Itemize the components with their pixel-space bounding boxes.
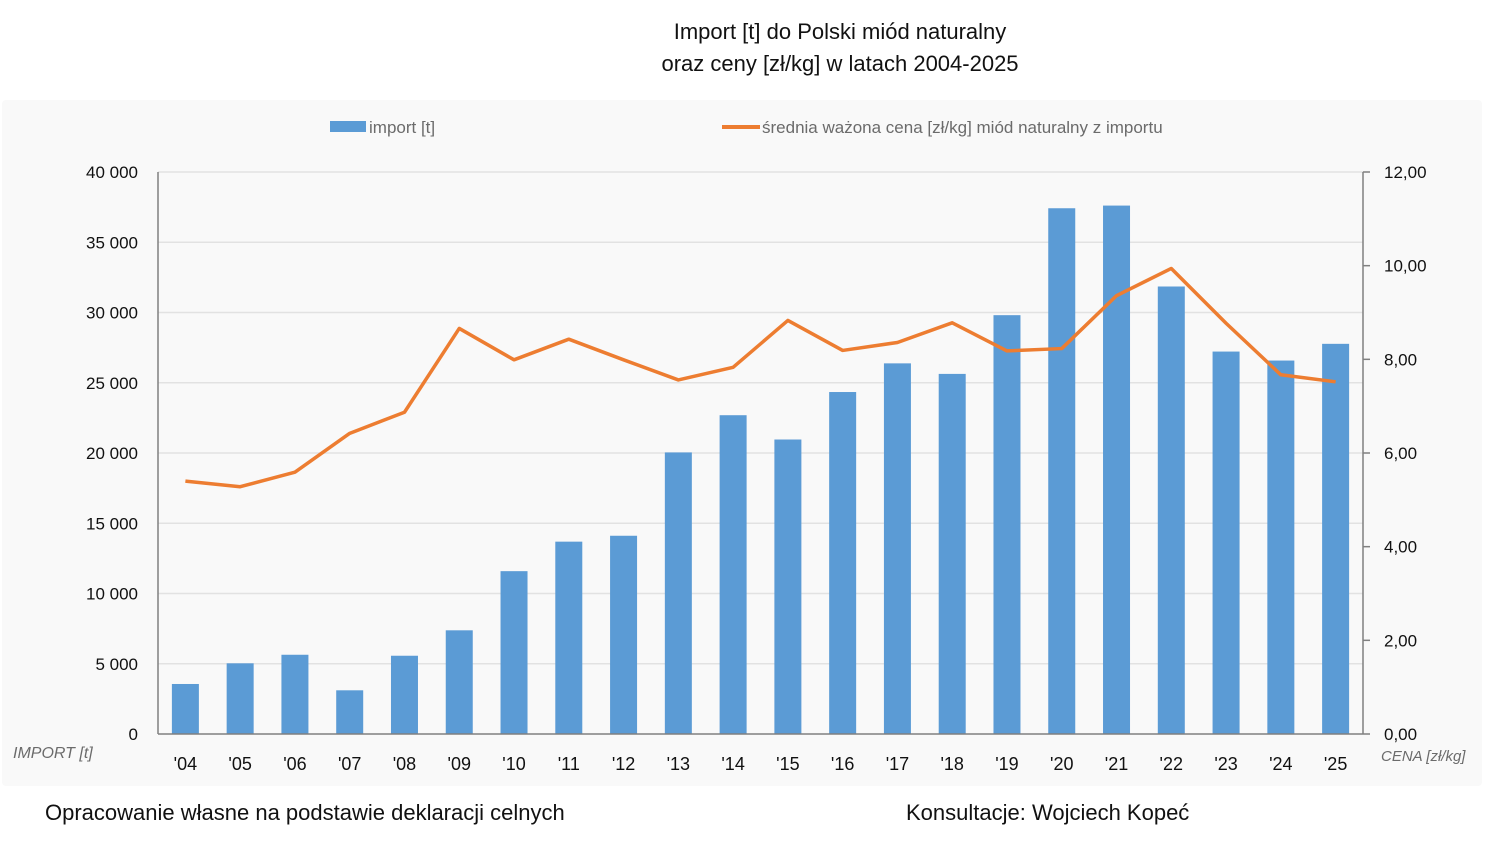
- x-axis-tick-label: '10: [502, 754, 525, 774]
- bar-import: [664, 452, 692, 734]
- legend-label-price: średnia ważona cena [zł/kg] miód natural…: [762, 118, 1163, 137]
- legend-item-import: import [t]: [330, 118, 435, 138]
- left-axis-title: IMPORT [t]: [13, 745, 93, 762]
- line-series: [185, 266, 1336, 489]
- left-axis-tick-labels: 0 5 000 10 000 15 000 20 000 25 000 30 000 35 0…: [86, 163, 138, 744]
- left-axis-tick-label: 20 000: [86, 444, 138, 463]
- x-axis-tick-label: '16: [831, 754, 854, 774]
- right-axis-tick-label: 8,00: [1384, 350, 1417, 369]
- left-axis-tick-label: 25 000: [86, 374, 138, 393]
- footer-consultation: Konsultacje: Wojciech Kopeć: [906, 800, 1190, 825]
- left-axis-tick-label: 40 000: [86, 163, 138, 182]
- bar-import: [336, 690, 364, 734]
- x-axis-tick-labels: '04 '05 '06 '07 '08 '09 '10 '11 '12 '13 '14 '15 '16 '…: [174, 754, 1348, 774]
- x-axis-tick-label: '13: [667, 754, 690, 774]
- bar-import: [719, 415, 747, 734]
- right-axis-title: CENA [zł/kg]: [1381, 748, 1466, 765]
- bar-import: [445, 630, 473, 734]
- left-axis-tick-label: 10 000: [86, 585, 138, 604]
- x-axis-tick-label: '07: [338, 754, 361, 774]
- bar-import: [829, 392, 857, 734]
- bar-import: [883, 363, 911, 734]
- legend-bar-swatch: [330, 121, 366, 133]
- left-axis-tick-label: 35 000: [86, 233, 138, 252]
- legend-label-import: import [t]: [369, 118, 436, 137]
- x-axis-tick-label: '14: [721, 754, 744, 774]
- legend-line-swatch: [722, 124, 760, 129]
- chart-title: Import [t] do Polski miód naturalny: [673, 19, 1007, 44]
- right-axis-tick-label: 12,00: [1384, 163, 1427, 182]
- left-axis-tick-label: 15 000: [86, 514, 138, 533]
- x-axis-tick-label: '06: [283, 754, 306, 774]
- bar-import: [993, 315, 1021, 734]
- right-axis-tick-label: 6,00: [1384, 444, 1417, 463]
- footer-source: Opracowanie własne na podstawie deklarac…: [45, 800, 565, 825]
- axes: [157, 171, 1370, 735]
- bar-import: [938, 373, 966, 734]
- bar-import: [226, 663, 254, 734]
- bar-import: [390, 655, 418, 734]
- x-axis-tick-label: '25: [1324, 754, 1347, 774]
- bar-import: [1267, 360, 1295, 734]
- x-axis-tick-label: '05: [228, 754, 251, 774]
- bar-import: [171, 683, 199, 734]
- bar-import: [281, 654, 309, 734]
- x-axis-tick-label: '22: [1160, 754, 1183, 774]
- x-axis-tick-label: '11: [558, 754, 580, 774]
- bar-import: [1322, 343, 1350, 734]
- left-axis-tick-label: 5 000: [95, 655, 138, 674]
- bar-import: [1212, 351, 1240, 734]
- left-axis-tick-label: 0: [129, 725, 138, 744]
- right-axis-tick-label: 2,00: [1384, 631, 1417, 650]
- bar-series: [171, 205, 1350, 735]
- bar-import: [555, 541, 583, 734]
- x-axis-tick-label: '20: [1050, 754, 1073, 774]
- x-axis-tick-label: '17: [886, 754, 909, 774]
- right-axis-tick-label: 4,00: [1384, 538, 1417, 557]
- x-axis-tick-label: '08: [393, 754, 416, 774]
- left-axis-tick-label: 30 000: [86, 304, 138, 323]
- bar-import: [500, 571, 528, 734]
- bar-import: [1103, 205, 1131, 735]
- bar-import: [610, 535, 638, 734]
- legend-item-price: średnia ważona cena [zł/kg] miód natural…: [722, 118, 1163, 138]
- x-axis-tick-label: '15: [776, 754, 799, 774]
- bar-import: [1157, 286, 1185, 734]
- x-axis-tick-label: '23: [1214, 754, 1237, 774]
- line-price: [185, 266, 1336, 489]
- right-axis-tick-label: 0,00: [1384, 725, 1417, 744]
- right-axis-tick-label: 10,00: [1384, 257, 1427, 276]
- right-axis-tick-labels: 0,00 2,00 4,00 6,00 8,00 10,00 12,00: [1384, 163, 1427, 744]
- x-axis-tick-label: '09: [448, 754, 471, 774]
- chart-title-block: Import [t] do Polski miód naturalny oraz…: [0, 16, 1491, 80]
- x-axis-tick-label: '21: [1105, 754, 1128, 774]
- x-axis-tick-label: '19: [995, 754, 1018, 774]
- chart-subtitle: oraz ceny [zł/kg] w latach 2004-2025: [661, 51, 1019, 76]
- bar-import: [1048, 208, 1076, 734]
- x-axis-tick-label: '24: [1269, 754, 1292, 774]
- x-axis-tick-label: '18: [940, 754, 963, 774]
- x-axis-tick-label: '12: [612, 754, 635, 774]
- bar-import: [774, 439, 802, 734]
- x-axis-tick-label: '04: [174, 754, 197, 774]
